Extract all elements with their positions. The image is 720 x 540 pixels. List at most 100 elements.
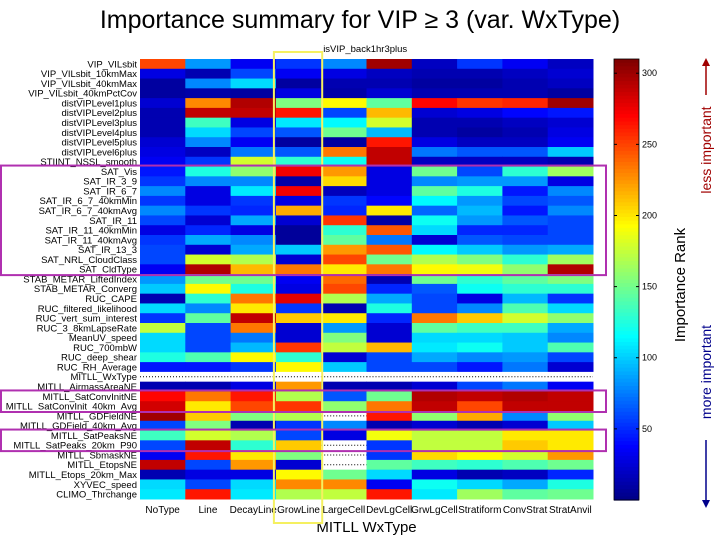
colorbar-segment — [614, 220, 639, 225]
row-label: SAT_IR_13_3 — [78, 245, 137, 256]
heatmap-cell — [502, 117, 549, 128]
heatmap-cell — [547, 156, 594, 168]
heatmap-cell — [547, 254, 594, 265]
heatmap-cell — [321, 362, 367, 373]
heatmap-cell — [230, 235, 277, 246]
heatmap-cell — [502, 283, 549, 295]
heatmap-cell — [502, 303, 549, 314]
heatmap-cell — [185, 254, 232, 265]
colorbar-segment — [614, 242, 639, 248]
heatmap-cell — [502, 274, 549, 285]
heatmap-cell — [457, 342, 503, 353]
colorbar-segment — [614, 117, 639, 123]
heatmap-cell — [366, 137, 413, 148]
heatmap-cell — [275, 352, 322, 363]
heatmap-cell — [366, 78, 413, 89]
heatmap-cell — [411, 147, 458, 158]
heatmap-cell — [230, 450, 277, 461]
heatmap-cell — [321, 235, 367, 246]
heatmap-cell — [275, 323, 322, 334]
heatmap-cell — [457, 156, 503, 168]
heatmap-cell — [547, 59, 594, 70]
heatmap-cell — [366, 235, 413, 246]
heatmap-cell — [457, 264, 503, 275]
colorbar-segment — [614, 286, 639, 292]
heatmap-cell — [140, 489, 186, 500]
row-label: MITLL_GDField_40km_Avg — [20, 421, 137, 432]
heatmap-cell — [457, 420, 503, 432]
heatmap-cell — [185, 313, 232, 324]
heatmap-cell — [185, 459, 232, 471]
heatmap-cell — [457, 440, 503, 451]
heatmap-cell — [275, 420, 322, 432]
colorbar-segment — [614, 316, 639, 321]
heatmap-cell — [275, 381, 322, 392]
colorbar-segment — [614, 198, 639, 203]
colorbar-segment — [614, 77, 639, 82]
heatmap-cell — [275, 401, 322, 412]
heatmap-cell — [275, 313, 322, 324]
heatmap-cell — [275, 479, 322, 490]
colorbar-segment — [614, 125, 639, 130]
heatmap-cell — [366, 244, 413, 256]
heatmap-cell — [185, 156, 232, 168]
heatmap-cell — [321, 342, 367, 353]
heatmap-cell — [502, 479, 549, 490]
heatmap-cell — [140, 117, 186, 128]
heatmap-cell — [185, 274, 232, 285]
heatmap-cell — [457, 323, 503, 334]
colorbar-segment — [614, 477, 639, 483]
heatmap-cell — [321, 381, 367, 392]
heatmap-cell — [275, 59, 322, 70]
heatmap-cell — [321, 332, 367, 344]
heatmap-cell — [366, 440, 413, 451]
heatmap-cell — [457, 303, 503, 314]
colorbar-segment — [614, 334, 639, 339]
heatmap-cell — [275, 459, 322, 471]
heatmap-cell — [502, 430, 549, 441]
row-label: SAT_NRL_CloudClass — [41, 255, 137, 266]
row-label: RUC_CAPE — [85, 294, 137, 305]
heatmap-cell — [230, 469, 277, 480]
colorbar-segment — [614, 121, 639, 126]
heatmap-cell — [547, 68, 594, 80]
row-label: STAB_METAR_LiftedIndex — [23, 274, 137, 285]
heatmap-cell — [411, 489, 458, 500]
heatmap-cell — [411, 205, 458, 216]
heatmap-cell — [230, 147, 277, 158]
heatmap-cell — [366, 411, 413, 422]
heatmap-cell — [411, 176, 458, 187]
heatmap-cell — [366, 352, 413, 363]
colorbar-segment — [614, 268, 639, 273]
heatmap-cell — [275, 156, 322, 168]
heatmap-cell — [275, 303, 322, 314]
colorbar-segment — [614, 139, 639, 145]
heatmap-cell-empty — [411, 371, 458, 383]
heatmap-cell — [185, 244, 232, 256]
column-label: DecayLine — [230, 505, 278, 516]
colorbar-segment — [614, 128, 639, 134]
row-label: STIINT_NSSL_smooth — [40, 157, 137, 168]
heatmap-cell — [140, 205, 186, 216]
colorbar-segment — [614, 481, 639, 486]
heatmap-cell — [140, 313, 186, 324]
heatmap-cell — [366, 186, 413, 197]
heatmap-cell — [185, 127, 232, 138]
heatmap-cell — [366, 430, 413, 441]
heatmap-cell — [185, 352, 232, 363]
heatmap-cell — [366, 420, 413, 432]
heatmap-cell — [547, 352, 594, 363]
heatmap-cell — [366, 176, 413, 187]
heatmap-cell — [275, 283, 322, 295]
heatmap-cell — [547, 235, 594, 246]
heatmap-cell — [502, 362, 549, 373]
heatmap-cell — [140, 156, 186, 168]
heatmap-cell — [230, 244, 277, 256]
heatmap-cell — [275, 430, 322, 441]
colorbar-segment — [614, 371, 639, 376]
heatmap-cell — [321, 156, 367, 168]
colorbar-segment — [614, 327, 639, 332]
heatmap-cell — [502, 68, 549, 80]
row-label: MITLL_SatConvInitNE — [42, 392, 137, 403]
